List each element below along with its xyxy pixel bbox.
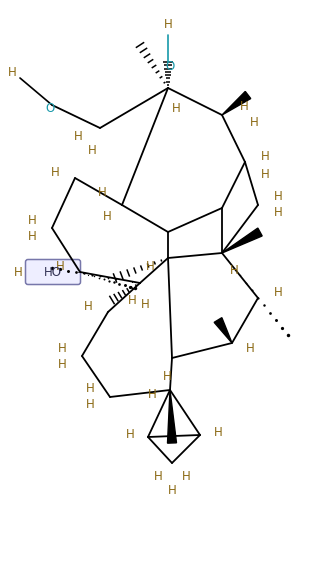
Text: H: H bbox=[86, 382, 94, 395]
Text: H: H bbox=[261, 150, 269, 163]
Text: H: H bbox=[240, 101, 248, 114]
Text: H: H bbox=[8, 65, 16, 78]
Text: H: H bbox=[58, 342, 67, 355]
Text: H: H bbox=[128, 294, 136, 307]
FancyBboxPatch shape bbox=[26, 260, 81, 284]
Polygon shape bbox=[168, 390, 176, 443]
Text: H: H bbox=[88, 144, 96, 157]
Text: H: H bbox=[28, 230, 36, 243]
Text: H: H bbox=[74, 129, 82, 142]
Text: H: H bbox=[229, 265, 238, 278]
Text: H: H bbox=[172, 101, 180, 114]
Polygon shape bbox=[222, 91, 251, 115]
Text: H: H bbox=[250, 117, 258, 129]
Text: H: H bbox=[84, 301, 92, 314]
Polygon shape bbox=[222, 228, 262, 253]
Text: H: H bbox=[164, 19, 172, 32]
Text: H: H bbox=[214, 427, 222, 440]
Text: HO: HO bbox=[44, 266, 62, 279]
Text: H: H bbox=[182, 471, 191, 484]
Text: H: H bbox=[145, 260, 154, 272]
Text: H: H bbox=[246, 342, 254, 355]
Text: H: H bbox=[58, 358, 67, 370]
Text: H: H bbox=[274, 190, 282, 203]
Text: H: H bbox=[168, 485, 176, 498]
Text: H: H bbox=[148, 388, 156, 401]
Polygon shape bbox=[214, 318, 232, 343]
Text: H: H bbox=[14, 266, 23, 279]
Text: H: H bbox=[274, 287, 282, 300]
Text: H: H bbox=[261, 168, 269, 181]
Text: H: H bbox=[141, 298, 150, 311]
Text: O: O bbox=[165, 60, 175, 74]
Text: O: O bbox=[45, 101, 55, 114]
Text: H: H bbox=[154, 471, 162, 484]
Text: H: H bbox=[163, 369, 171, 382]
Text: H: H bbox=[274, 207, 282, 220]
Text: H: H bbox=[86, 399, 94, 412]
Text: H: H bbox=[98, 186, 107, 199]
Text: H: H bbox=[51, 167, 59, 180]
Text: H: H bbox=[56, 261, 65, 274]
Text: H: H bbox=[126, 428, 134, 441]
Text: H: H bbox=[28, 213, 36, 226]
Text: H: H bbox=[102, 211, 111, 224]
